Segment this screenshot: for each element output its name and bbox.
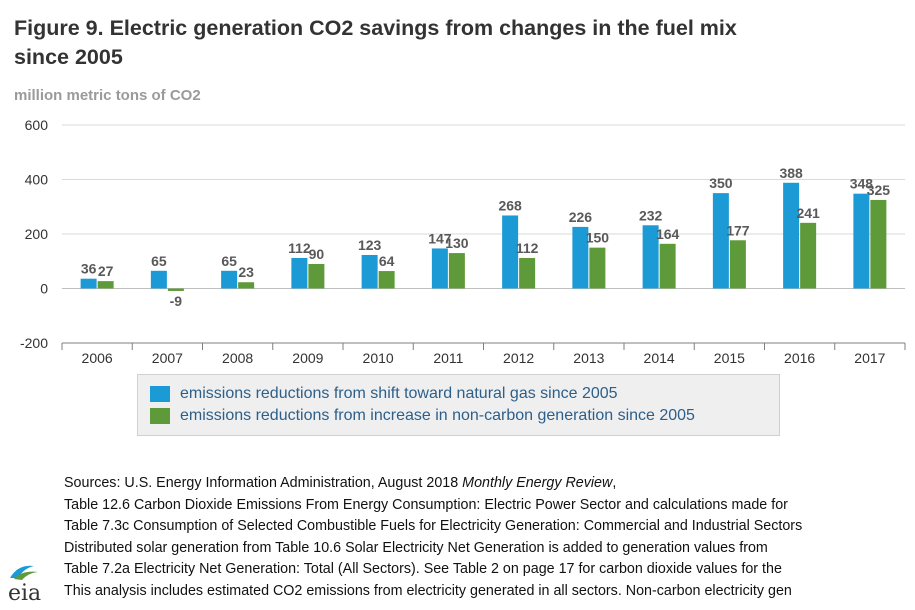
x-tick-label: 2010 <box>363 350 394 366</box>
x-tick-label: 2007 <box>152 350 183 366</box>
legend-swatch-noncarbon <box>150 408 170 424</box>
bar-gas <box>221 270 238 289</box>
data-label: 147 <box>428 230 452 246</box>
sources-text: , <box>612 475 617 491</box>
legend-item-gas: emissions reductions from shift toward n… <box>150 383 618 405</box>
data-label: 123 <box>358 237 382 253</box>
y-tick-label: 0 <box>40 281 48 297</box>
bar-noncarbon <box>308 263 325 289</box>
sources-note: Sources: U.S. Energy Information Adminis… <box>64 473 915 602</box>
bar-gas <box>361 254 378 289</box>
data-label: 268 <box>498 197 522 213</box>
bar-noncarbon <box>378 271 395 289</box>
sources-italic-title: Monthly Energy Review <box>462 475 613 491</box>
bar-gas <box>853 193 870 289</box>
data-label: 348 <box>850 176 874 192</box>
y-tick-label: 600 <box>25 117 49 133</box>
x-tick-label: 2006 <box>82 350 113 366</box>
data-label: 112 <box>516 240 539 256</box>
bar-noncarbon <box>97 281 114 289</box>
data-label: 130 <box>445 235 469 251</box>
sources-text: Table 12.6 Carbon Dioxide Emissions From… <box>64 496 788 513</box>
chart-legend: emissions reductions from shift toward n… <box>137 374 780 436</box>
sources-text: This analysis includes estimated CO2 emi… <box>64 582 792 599</box>
bar-gas <box>502 215 519 289</box>
bar-noncarbon <box>870 199 887 289</box>
data-label: 27 <box>98 263 114 279</box>
sources-line: Table 7.3c Consumption of Selected Combu… <box>64 516 915 538</box>
bar-gas <box>572 226 589 289</box>
bar-gas <box>783 182 800 289</box>
x-tick-label: 2015 <box>714 350 745 366</box>
sources-line: Table 7.2a Electricity Net Generation: T… <box>64 559 915 581</box>
y-axis-unit-label: million metric tons of CO2 <box>14 87 201 104</box>
sources-text: Distributed solar generation from Table … <box>64 539 768 556</box>
bar-gas <box>431 248 448 289</box>
bar-noncarbon <box>729 240 746 289</box>
data-label: 350 <box>709 175 733 191</box>
data-label: -9 <box>170 293 183 309</box>
bar-noncarbon <box>800 222 817 289</box>
x-tick-label: 2011 <box>433 350 463 366</box>
data-label: 226 <box>569 209 593 225</box>
data-label: 150 <box>586 230 610 246</box>
sources-line: Distributed solar generation from Table … <box>64 538 915 560</box>
bar-noncarbon <box>238 282 255 289</box>
data-label: 23 <box>238 264 254 280</box>
data-label: 90 <box>309 246 325 262</box>
x-tick-label: 2008 <box>222 350 253 366</box>
sources-text: Sources: U.S. Energy Information Adminis… <box>64 475 463 491</box>
bar-chart: 600 400 200 0 -200 2006 2007 2008 2009 2010 2011 20… <box>20 117 906 366</box>
data-label: 112 <box>288 240 311 256</box>
data-label: 164 <box>656 226 680 242</box>
data-label: 177 <box>726 222 750 238</box>
sources-line: Table 12.6 Carbon Dioxide Emissions From… <box>64 495 915 517</box>
bar-gas <box>712 193 729 289</box>
legend-label-noncarbon: emissions reductions from increase in no… <box>180 407 695 424</box>
eia-logo: eia <box>8 565 41 604</box>
x-tick-label: 2013 <box>573 350 604 366</box>
legend-item-noncarbon: emissions reductions from increase in no… <box>150 405 695 427</box>
x-tick-label: 2009 <box>292 350 323 366</box>
bar-noncarbon <box>519 257 536 289</box>
data-label: 388 <box>779 165 803 181</box>
bar-gas <box>150 270 167 289</box>
y-tick-label: -200 <box>20 335 48 351</box>
bar-gas <box>80 278 97 289</box>
chart-title: Figure 9. Electric generation CO2 saving… <box>14 14 904 72</box>
data-label: 232 <box>639 207 663 223</box>
data-label: 65 <box>221 253 237 269</box>
bar-gas <box>642 225 659 289</box>
sources-line: Sources: U.S. Energy Information Adminis… <box>64 473 915 495</box>
x-tick-label: 2017 <box>854 350 885 366</box>
y-tick-label: 200 <box>25 226 49 242</box>
bar-noncarbon <box>167 288 184 291</box>
data-label: 325 <box>867 182 891 198</box>
bar-gas <box>291 257 308 289</box>
data-label: 241 <box>796 205 820 221</box>
x-tick-label: 2012 <box>503 350 534 366</box>
sources-line: This analysis includes estimated CO2 emi… <box>64 581 915 603</box>
data-label: 64 <box>379 253 395 269</box>
legend-swatch-gas <box>150 386 170 402</box>
bar-noncarbon <box>659 243 676 289</box>
chart-title-line-2: since 2005 <box>14 45 123 69</box>
bar-noncarbon <box>589 247 606 289</box>
legend-label-gas: emissions reductions from shift toward n… <box>180 385 618 402</box>
sources-text: Table 7.3c Consumption of Selected Combu… <box>64 518 803 534</box>
data-label: 65 <box>151 253 167 269</box>
bar-noncarbon <box>448 253 465 289</box>
chart-title-line-1: Figure 9. Electric generation CO2 saving… <box>14 16 737 40</box>
x-tick-label: 2016 <box>784 350 815 366</box>
eia-logo-text: eia <box>8 581 41 604</box>
y-tick-label: 400 <box>25 172 49 188</box>
x-tick-label: 2014 <box>644 350 675 366</box>
data-label: 36 <box>81 261 97 277</box>
sources-text: Table 7.2a Electricity Net Generation: T… <box>64 561 782 577</box>
